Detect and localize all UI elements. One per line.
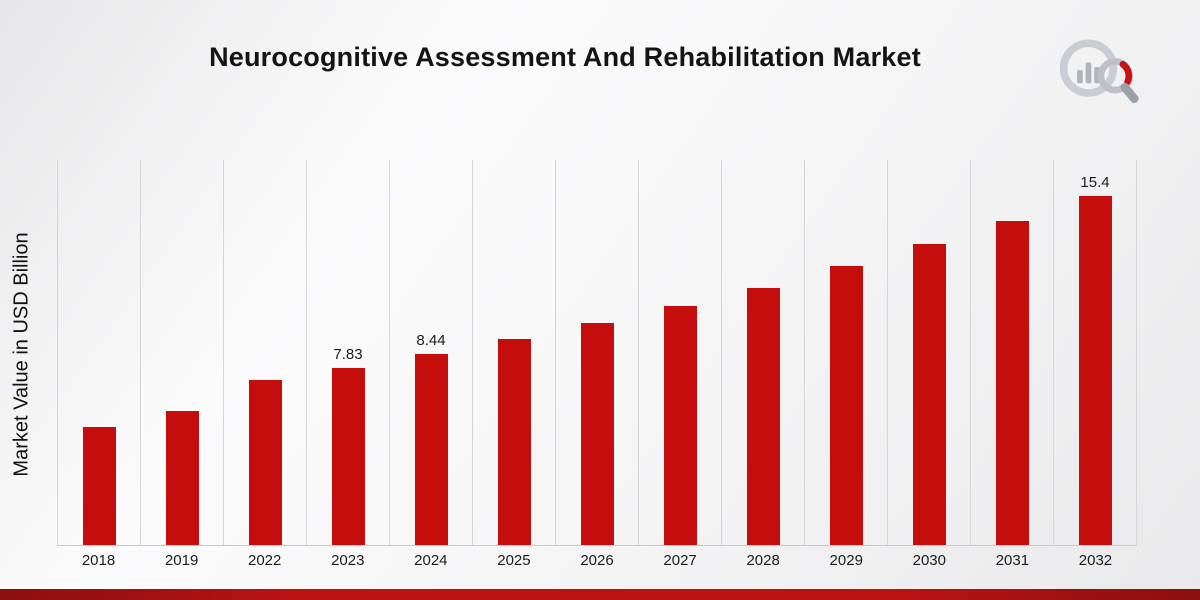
bar-value-label-2023: 7.83 <box>333 345 363 363</box>
bar-2023 <box>331 367 365 545</box>
bar-chart-magnifier-logo <box>1059 39 1139 104</box>
chart-column-2018 <box>57 160 140 545</box>
x-tick-2027: 2027 <box>663 552 697 569</box>
bar-2028 <box>746 287 780 545</box>
bar-2026 <box>580 323 614 545</box>
chart-column-2023: 7.83 <box>306 160 389 545</box>
x-tick-2031: 2031 <box>995 552 1030 569</box>
bar-value-label-2024: 8.44 <box>416 331 446 349</box>
chart-column-2027 <box>638 160 721 545</box>
bar-2022 <box>248 379 282 545</box>
x-tick-2019: 2019 <box>164 552 199 569</box>
chart-column-2028 <box>721 160 804 545</box>
x-axis-tick-labels: 2018 2019 2022 2023 2024 2025 2026 2027 2028 2029… <box>57 552 1137 569</box>
x-tick-2023: 2023 <box>331 552 365 569</box>
chart-column-2029 <box>804 160 887 545</box>
chart-column-2030 <box>887 160 970 545</box>
chart-column-2032: 15.4 <box>1053 160 1137 545</box>
x-tick-2018: 2018 <box>81 552 116 569</box>
bar-2030 <box>912 243 946 545</box>
chart-column-2022 <box>223 160 306 545</box>
x-tick-2032: 2032 <box>1078 552 1113 569</box>
bar-2018 <box>82 427 116 545</box>
bar-2024 <box>414 353 448 545</box>
chart-column-2026 <box>555 160 638 545</box>
chart-column-2024: 8.44 <box>389 160 472 545</box>
y-axis-label: Market Value in USD Billion <box>10 231 33 477</box>
bar-value-label-2032: 15.4 <box>1080 174 1110 192</box>
y-axis-label-container: Market Value in USD Billion <box>0 158 44 550</box>
x-tick-2030: 2030 <box>912 552 946 569</box>
chart-column-2019 <box>140 160 223 545</box>
bar-2025 <box>497 338 531 545</box>
chart-title: Neurocognitive Assessment And Rehabilita… <box>209 42 921 72</box>
bar-2019 <box>165 411 199 545</box>
x-tick-2022: 2022 <box>248 552 282 569</box>
bar-2032 <box>1078 196 1112 545</box>
chart-column-2025 <box>472 160 555 545</box>
x-tick-2028: 2028 <box>746 552 780 569</box>
x-tick-2024: 2024 <box>414 552 448 569</box>
x-tick-2026: 2026 <box>580 552 614 569</box>
bar-2029 <box>829 266 863 545</box>
chart-column-2031 <box>970 160 1053 545</box>
x-tick-2025: 2025 <box>497 552 531 569</box>
footer-accent-stripe <box>0 589 1200 600</box>
bar-chart-plot-area: 7.83 8.44 15.4 <box>57 160 1137 546</box>
bar-2031 <box>995 221 1029 545</box>
bar-2027 <box>663 306 697 545</box>
x-tick-2029: 2029 <box>829 552 863 569</box>
